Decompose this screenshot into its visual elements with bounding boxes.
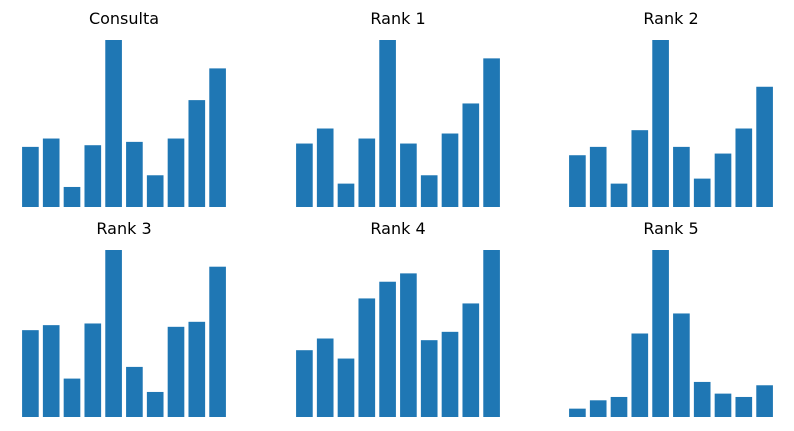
bar <box>42 138 60 207</box>
subplot-rank-1: Rank 1 <box>296 9 500 208</box>
bar <box>462 303 480 417</box>
bar <box>400 143 417 207</box>
bar <box>379 40 396 207</box>
bar <box>358 298 376 417</box>
bar <box>631 130 649 207</box>
bar <box>63 378 81 417</box>
bar <box>146 175 164 207</box>
bar <box>714 393 732 417</box>
subplot-rank-4: Rank 4 <box>296 219 500 417</box>
bar <box>188 100 206 207</box>
bar <box>756 86 773 207</box>
bar <box>569 155 586 207</box>
bar <box>735 128 753 207</box>
bar <box>337 358 355 417</box>
bar <box>589 146 607 207</box>
subplot-title: Rank 2 <box>643 9 698 28</box>
bar <box>735 396 753 417</box>
bar <box>209 266 226 417</box>
subplot-title: Rank 1 <box>370 9 425 28</box>
bar <box>714 153 732 207</box>
bar <box>146 391 164 417</box>
bar <box>379 281 396 417</box>
bar <box>167 326 185 417</box>
bar <box>316 128 334 207</box>
bar <box>42 325 60 417</box>
bar <box>22 330 39 417</box>
bar <box>84 145 102 207</box>
bar <box>610 396 628 417</box>
bar <box>209 68 226 207</box>
bar <box>610 183 628 207</box>
subplot-title: Rank 3 <box>96 219 151 238</box>
bar <box>420 175 438 207</box>
bar <box>126 366 143 417</box>
bar <box>483 58 500 208</box>
bar <box>188 321 206 417</box>
bar <box>652 40 669 207</box>
bar <box>441 331 459 417</box>
bar <box>105 250 122 417</box>
bar <box>589 400 607 417</box>
bar <box>400 273 417 417</box>
bar <box>462 103 480 207</box>
bar <box>631 333 649 417</box>
bar <box>756 385 773 417</box>
bar <box>296 350 313 417</box>
bar <box>483 250 500 417</box>
subplot-title: Rank 5 <box>643 219 698 238</box>
bar <box>22 146 39 207</box>
bar <box>358 138 376 207</box>
bar <box>673 146 690 207</box>
subplot-consulta: Consulta <box>22 9 226 207</box>
bar <box>316 338 334 417</box>
bar <box>296 143 313 207</box>
subplot-rank-3: Rank 3 <box>22 219 226 417</box>
bar <box>337 183 355 207</box>
bar <box>105 40 122 207</box>
bar <box>673 313 690 417</box>
subplot-title: Consulta <box>89 9 159 28</box>
bar <box>441 133 459 207</box>
bar <box>569 408 586 417</box>
bar <box>693 178 711 207</box>
subplot-rank-2: Rank 2 <box>569 9 773 207</box>
subplot-title: Rank 4 <box>370 219 425 238</box>
bar <box>420 340 438 417</box>
bar <box>652 250 669 417</box>
bar <box>693 381 711 417</box>
bar <box>63 186 81 207</box>
bar <box>84 323 102 417</box>
subplot-rank-5: Rank 5 <box>569 219 773 417</box>
bar <box>167 138 185 207</box>
bar <box>126 141 143 207</box>
